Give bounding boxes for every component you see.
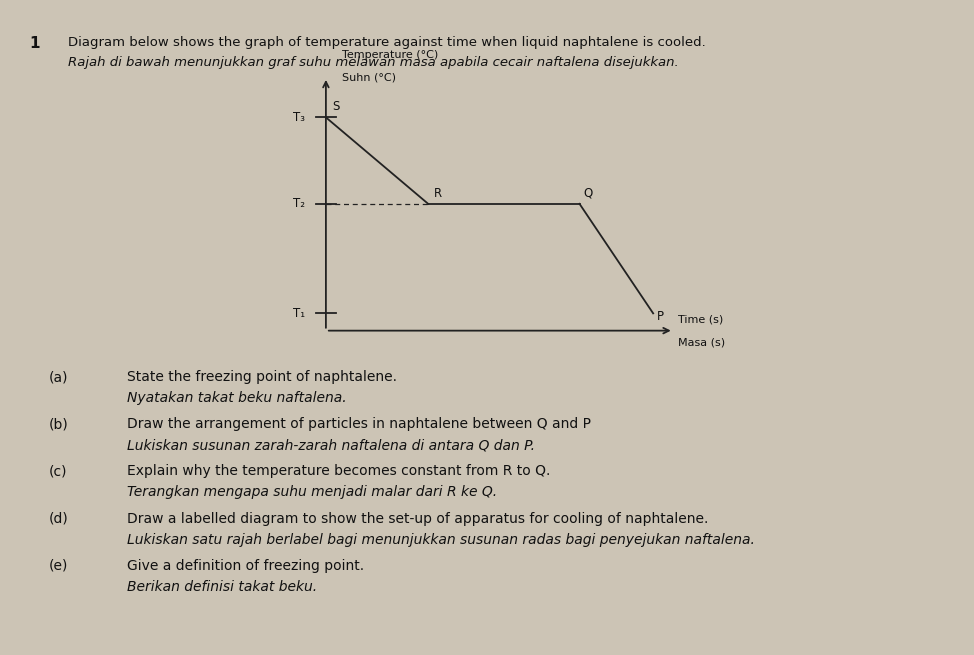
- Text: Draw a labelled diagram to show the set-up of apparatus for cooling of naphtalen: Draw a labelled diagram to show the set-…: [127, 512, 708, 525]
- Text: (e): (e): [49, 559, 68, 572]
- Text: Diagram below shows the graph of temperature against time when liquid naphtalene: Diagram below shows the graph of tempera…: [68, 36, 706, 49]
- Text: P: P: [657, 310, 664, 324]
- Text: Draw the arrangement of particles in naphtalene between Q and P: Draw the arrangement of particles in nap…: [127, 417, 590, 431]
- Text: Suhn (°C): Suhn (°C): [342, 73, 396, 83]
- Text: (c): (c): [49, 464, 67, 478]
- Text: Q: Q: [583, 187, 593, 200]
- Text: S: S: [332, 100, 339, 113]
- Text: Give a definition of freezing point.: Give a definition of freezing point.: [127, 559, 363, 572]
- Text: Temperature (°C): Temperature (°C): [342, 50, 438, 60]
- Text: Masa (s): Masa (s): [678, 337, 725, 347]
- Text: Lukiskan susunan zarah-zarah naftalena di antara Q dan P.: Lukiskan susunan zarah-zarah naftalena d…: [127, 438, 535, 452]
- Text: Lukiskan satu rajah berlabel bagi menunjukkan susunan radas bagi penyejukan naft: Lukiskan satu rajah berlabel bagi menunj…: [127, 533, 755, 546]
- Text: Terangkan mengapa suhu menjadi malar dari R ke Q.: Terangkan mengapa suhu menjadi malar dar…: [127, 485, 497, 499]
- Text: T₁: T₁: [293, 307, 306, 320]
- Text: Explain why the temperature becomes constant from R to Q.: Explain why the temperature becomes cons…: [127, 464, 550, 478]
- Text: (a): (a): [49, 370, 68, 384]
- Text: 1: 1: [29, 36, 40, 51]
- Text: (d): (d): [49, 512, 68, 525]
- Text: Rajah di bawah menunjukkan graf suhu melawan masa apabila cecair naftalena disej: Rajah di bawah menunjukkan graf suhu mel…: [68, 56, 679, 69]
- Text: T₃: T₃: [293, 111, 306, 124]
- Text: R: R: [434, 187, 442, 200]
- Text: (b): (b): [49, 417, 68, 431]
- Text: T₂: T₂: [293, 197, 306, 210]
- Text: Time (s): Time (s): [678, 314, 723, 324]
- Text: Nyatakan takat beku naftalena.: Nyatakan takat beku naftalena.: [127, 391, 346, 405]
- Text: Berikan definisi takat beku.: Berikan definisi takat beku.: [127, 580, 317, 593]
- Text: State the freezing point of naphtalene.: State the freezing point of naphtalene.: [127, 370, 396, 384]
